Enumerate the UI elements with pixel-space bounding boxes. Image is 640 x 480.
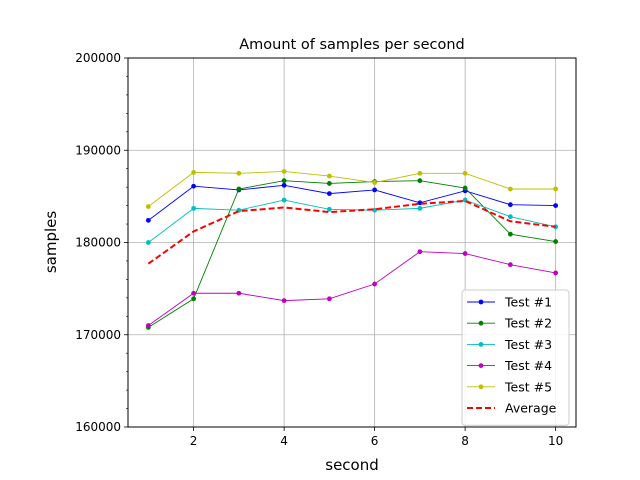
data-point-test-5 — [191, 169, 197, 175]
data-point-test-4 — [462, 251, 468, 256]
data-point-test-2 — [553, 239, 559, 244]
data-point-test-3 — [372, 207, 378, 213]
data-point-test-3 — [281, 197, 287, 203]
legend-marker-test-3 — [478, 342, 484, 347]
legend-marker-test-4 — [478, 363, 484, 368]
series-line-test-2 — [148, 180, 556, 328]
data-point-test-5 — [372, 180, 378, 185]
x-tick-label: 6 — [371, 434, 379, 448]
x-tick-label: 4 — [280, 434, 288, 448]
data-point-test-4 — [417, 249, 423, 255]
data-point-test-2 — [191, 296, 197, 302]
series-line-test-3 — [148, 199, 556, 243]
series-line-test-5 — [148, 171, 556, 207]
y-tick-label: 160000 — [75, 420, 121, 434]
data-point-test-2 — [462, 185, 468, 191]
data-point-test-3 — [507, 214, 513, 220]
data-point-test-4 — [372, 281, 378, 287]
legend-label-average: Average — [505, 401, 557, 416]
data-point-test-2 — [507, 231, 513, 237]
data-point-test-1 — [326, 191, 332, 197]
series-line-average — [147, 199, 556, 265]
data-point-test-1 — [281, 182, 287, 188]
legend-marker-test-1 — [478, 299, 484, 305]
data-point-test-5 — [553, 186, 559, 192]
data-point-test-5 — [236, 170, 242, 176]
data-point-test-5 — [145, 204, 151, 209]
y-tick-label: 200000 — [75, 51, 121, 65]
data-point-test-1 — [553, 203, 559, 209]
x-tick-label: 2 — [190, 434, 198, 448]
data-point-test-5 — [417, 170, 423, 176]
series-line-test-1 — [148, 184, 556, 221]
data-point-test-1 — [145, 217, 151, 223]
series-lines — [145, 169, 559, 330]
data-point-test-5 — [281, 169, 287, 174]
data-point-test-2 — [236, 186, 242, 192]
legend-label-test-2: Test #2 — [504, 316, 552, 331]
chart-title: Amount of samples per second — [239, 37, 464, 53]
data-point-test-2 — [326, 181, 332, 186]
x-axis: 2 4 6 8 10 — [190, 427, 563, 448]
legend-label-test-1: Test #1 — [504, 295, 552, 310]
data-point-test-4 — [145, 323, 151, 328]
data-point-test-5 — [462, 170, 468, 176]
legend-box — [461, 289, 570, 426]
data-point-test-4 — [191, 290, 197, 296]
data-point-test-4 — [281, 298, 287, 304]
y-tick-label: 170000 — [75, 328, 121, 342]
data-point-test-4 — [507, 262, 513, 268]
series-line-test-4 — [148, 251, 556, 326]
legend: Test #1 Test #2 Test #3 Test #4 Test #5 Avera… — [461, 289, 570, 426]
legend-marker-test-5 — [478, 384, 484, 390]
data-point-test-3 — [191, 205, 197, 211]
legend-label-test-5: Test #5 — [504, 379, 552, 394]
y-axis: 160000 170000 180000 190000 200000 — [75, 51, 128, 434]
data-point-test-1 — [191, 183, 197, 189]
data-point-test-3 — [326, 206, 332, 212]
data-point-test-4 — [326, 296, 332, 302]
data-point-test-1 — [372, 187, 378, 193]
legend-label-test-4: Test #4 — [504, 358, 552, 373]
legend-label-test-3: Test #3 — [504, 337, 552, 352]
x-tick-label: 10 — [548, 434, 563, 448]
y-tick-label: 190000 — [75, 143, 121, 157]
legend-marker-test-2 — [478, 320, 484, 326]
data-point-test-5 — [507, 186, 513, 192]
plot-frame — [127, 57, 577, 428]
y-tick-label: 180000 — [75, 236, 121, 250]
data-point-test-5 — [326, 173, 332, 179]
x-tick-label: 8 — [461, 434, 469, 448]
data-point-test-2 — [281, 178, 287, 184]
data-point-test-3 — [145, 240, 151, 245]
y-axis-label: samples — [42, 211, 60, 274]
data-point-test-3 — [417, 205, 423, 211]
data-point-test-1 — [507, 202, 513, 208]
x-axis-label: second — [325, 456, 379, 474]
data-point-test-2 — [417, 178, 423, 184]
data-point-test-4 — [236, 290, 242, 296]
data-point-test-4 — [553, 270, 559, 276]
